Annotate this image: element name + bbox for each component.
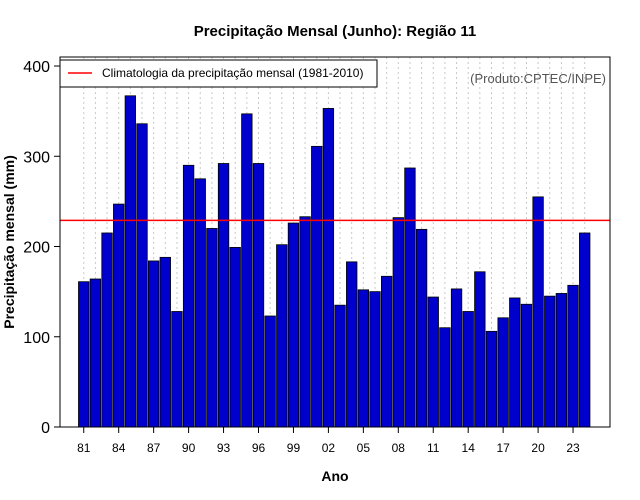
x-tick-label-87: 87: [147, 441, 161, 455]
bar-2017: [497, 317, 509, 428]
legend-box: [59, 59, 378, 88]
x-tick-label-08: 08: [392, 441, 406, 455]
x-axis-label: Ano: [321, 468, 348, 484]
bar-1996: [252, 163, 265, 428]
y-tick-label-100: 100: [23, 330, 50, 347]
bar-2005: [357, 289, 370, 428]
bar-2006: [369, 291, 381, 428]
bar-1993: [217, 163, 230, 428]
bar-1995: [241, 113, 253, 428]
bar-2000: [299, 216, 311, 428]
x-tick-label-84: 84: [112, 441, 126, 455]
bar-2020: [532, 196, 544, 428]
plot-frame: [59, 56, 611, 428]
bar-2015: [474, 271, 486, 428]
bar-2010: [415, 228, 428, 428]
x-tick-label-02: 02: [322, 441, 336, 455]
bar-1998: [276, 244, 288, 428]
bar-2009: [404, 167, 416, 428]
chart-title: Precipitação Mensal (Junho): Região 11: [194, 23, 477, 40]
bar-1984: [113, 203, 125, 428]
bars-layer: [78, 95, 591, 428]
legend-entry-label: Climatologia da precipitação mensal (198…: [102, 66, 363, 80]
bar-2008: [392, 217, 404, 428]
bar-2021: [544, 295, 556, 428]
bar-2004: [346, 261, 358, 428]
x-tick-label-81: 81: [77, 441, 91, 455]
bar-2022: [555, 293, 568, 428]
bar-1994: [229, 247, 241, 428]
bar-1985: [124, 95, 136, 428]
bar-1982: [89, 278, 102, 428]
y-tick-label-300: 300: [23, 149, 50, 166]
x-tick-label-05: 05: [357, 441, 371, 455]
bar-2002: [322, 108, 335, 428]
bar-1990: [182, 164, 195, 428]
bar-1991: [194, 178, 206, 428]
bar-2007: [380, 275, 393, 428]
y-tick-label-0: 0: [41, 420, 50, 437]
bar-2011: [427, 296, 439, 428]
bar-1986: [136, 123, 148, 428]
source-note: (Produto:CPTEC/INPE): [470, 71, 606, 86]
x-tick-label-93: 93: [217, 441, 231, 455]
bar-1989: [171, 311, 183, 428]
bar-2018: [509, 297, 521, 428]
bar-1997: [264, 315, 276, 428]
x-tick-label-99: 99: [287, 441, 301, 455]
bar-2016: [485, 330, 498, 428]
y-tick-label-200: 200: [23, 240, 50, 257]
bar-2023: [567, 284, 579, 428]
bar-2013: [450, 288, 463, 428]
bar-2019: [520, 303, 533, 428]
x-tick-label-11: 11: [427, 441, 440, 455]
x-tick-label-96: 96: [252, 441, 266, 455]
y-tick-label-400: 400: [23, 59, 50, 76]
x-tick-label-90: 90: [182, 441, 196, 455]
x-tick-label-17: 17: [496, 441, 510, 455]
bar-1992: [206, 228, 218, 428]
bar-1981: [78, 281, 90, 428]
legend: Climatologia da precipitação mensal (198…: [59, 59, 378, 88]
y-axis: 0 100 200 300 400: [23, 59, 60, 437]
bar-2024: [579, 232, 591, 428]
bar-1987: [147, 260, 160, 428]
bar-2003: [334, 304, 346, 428]
bar-2012: [439, 327, 451, 428]
y-axis-label: Precipitação mensal (mm): [1, 155, 17, 329]
bar-1983: [101, 232, 113, 428]
bar-2001: [311, 145, 323, 428]
x-axis: 81 84 87 90 93 96 99 02 05 08 11 14 17 20 23: [77, 427, 580, 455]
x-tick-label-14: 14: [462, 441, 476, 455]
bar-1999: [287, 222, 300, 428]
x-tick-label-23: 23: [566, 441, 580, 455]
x-tick-label-20: 20: [531, 441, 545, 455]
bar-2014: [462, 311, 474, 428]
bar-1988: [159, 256, 171, 428]
